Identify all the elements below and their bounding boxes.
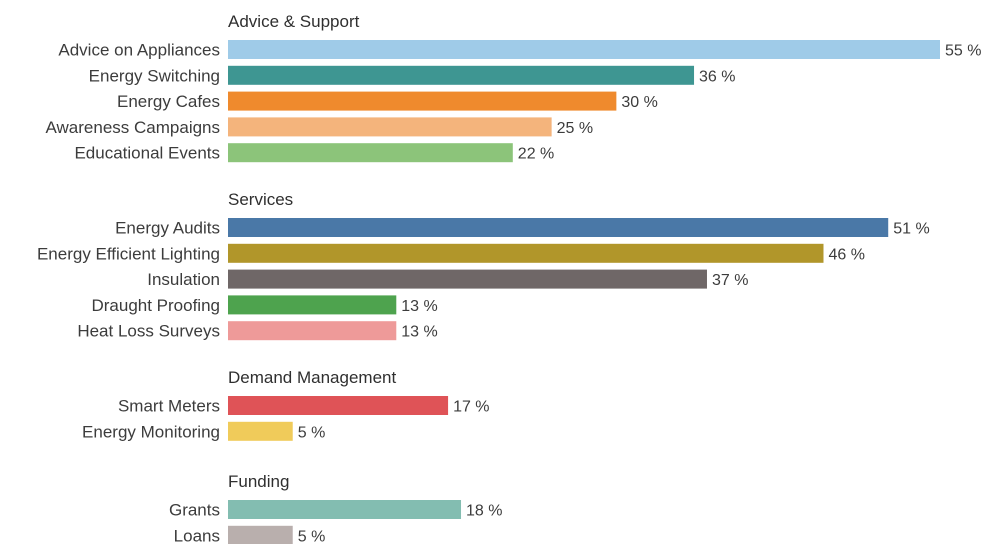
category-label: Energy Switching [89,66,220,85]
value-label: 13 % [401,324,437,341]
category-label: Heat Loss Surveys [77,322,220,341]
group-title: Advice & Support [228,12,360,31]
bar [228,143,513,163]
value-label: 51 % [893,221,929,238]
category-label: Grants [169,501,220,520]
bar [228,243,824,263]
group-title: Funding [228,472,289,491]
bar-group: Services Energy Audits 51 % Energy Efficien… [37,190,930,341]
bar [228,500,462,519]
category-label: Energy Monitoring [82,422,220,441]
bar [228,321,397,341]
bar [228,40,940,59]
bar [228,525,293,544]
value-label: 13 % [401,298,437,315]
category-label: Educational Events [74,144,220,163]
category-label: Advice on Appliances [58,41,220,60]
bar [228,269,707,289]
bar-group: Demand Management Smart Meters 17 % Energy … [82,368,490,441]
bar [228,218,889,237]
value-label: 36 % [699,68,735,85]
bar [228,91,617,111]
group-title: Services [228,190,293,209]
value-label: 30 % [621,94,657,111]
value-label: 37 % [712,272,748,289]
group-title: Demand Management [228,368,396,387]
value-label: 25 % [557,120,593,137]
bar [228,117,552,137]
value-label: 22 % [518,146,554,163]
category-label: Energy Cafes [117,92,220,111]
category-label: Loans [174,526,220,544]
value-label: 18 % [466,503,502,520]
bar [228,396,449,415]
bar [228,295,397,315]
bar-group: Advice & Support Advice on Appliances 55 %… [46,12,982,163]
bar-group: Funding Grants 18 % Loans 5 % [169,472,502,544]
category-label: Awareness Campaigns [46,118,221,137]
bar [228,65,695,85]
bar [228,421,293,441]
value-label: 5 % [298,424,326,441]
value-label: 55 % [945,43,981,60]
category-label: Smart Meters [118,397,220,416]
category-label: Energy Audits [115,219,220,238]
value-label: 46 % [828,246,864,263]
value-label: 17 % [453,399,489,416]
value-label: 5 % [298,528,326,544]
category-label: Insulation [147,270,220,289]
category-label: Energy Efficient Lighting [37,244,220,263]
category-label: Draught Proofing [91,296,220,315]
